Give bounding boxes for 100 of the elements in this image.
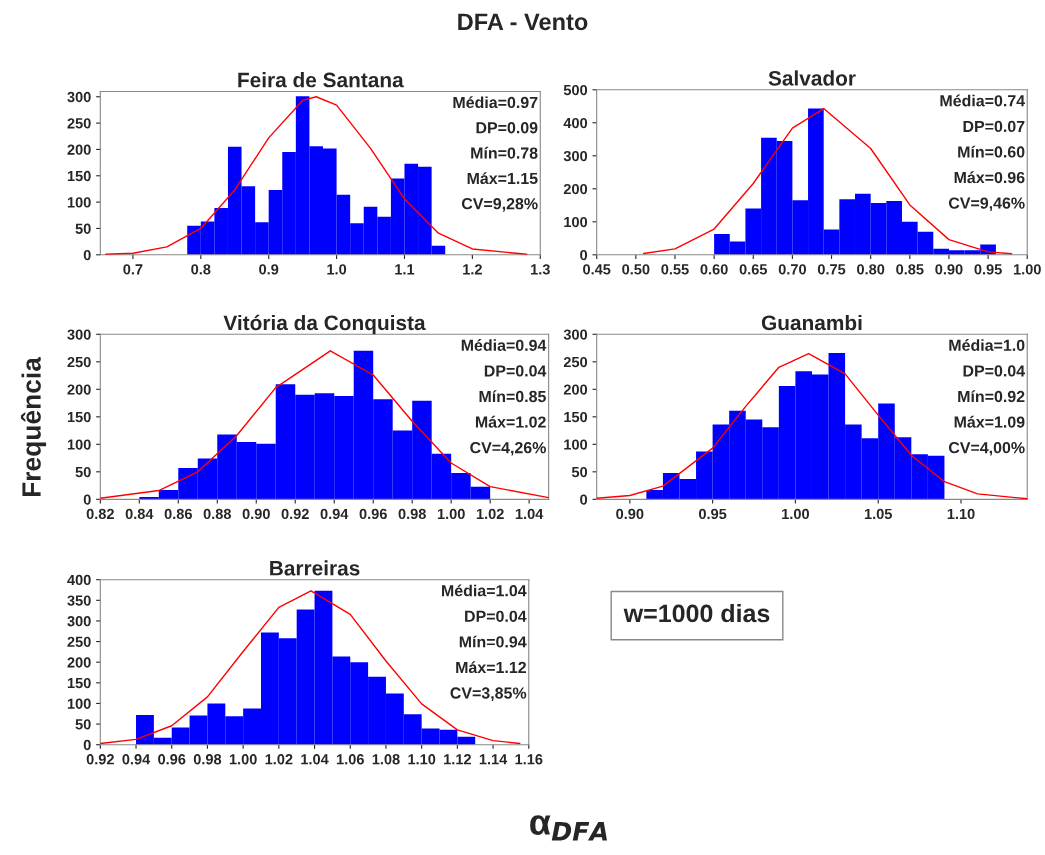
chart-title: Feira de Santana xyxy=(238,72,404,88)
x-tick-label: 1.06 xyxy=(336,754,364,765)
y-tick-label: 100 xyxy=(67,197,91,208)
x-tick-label: 0.96 xyxy=(158,754,186,765)
x-tick-label: 1.10 xyxy=(947,508,975,520)
annotation: Mín=0.92 xyxy=(958,390,1025,403)
y-tick-label: 200 xyxy=(67,657,91,668)
y-tick-label: 0 xyxy=(580,494,588,505)
x-tick-label: 0.95 xyxy=(974,264,1002,275)
annotation: Média=0.94 xyxy=(461,339,547,351)
annotation: Média=0.74 xyxy=(940,94,1025,107)
y-tick-label: 300 xyxy=(67,91,91,103)
x-tick-label: 0.9 xyxy=(259,264,279,275)
x-tick-label: 0.98 xyxy=(398,508,426,520)
chart-title: Salvador xyxy=(768,70,856,86)
y-tick-label: 0 xyxy=(83,494,91,505)
y-tick-label: 500 xyxy=(563,84,588,96)
y-tick-label: 300 xyxy=(67,616,91,627)
x-tick-label: 1.04 xyxy=(301,754,329,765)
y-tick-label: 150 xyxy=(67,170,91,182)
annotation: Máx=1.12 xyxy=(456,661,526,674)
y-tick-label: 300 xyxy=(563,329,588,340)
y-tick-label: 100 xyxy=(67,439,91,450)
y-tick-label: 250 xyxy=(67,118,91,129)
x-tick-label: 0.8 xyxy=(191,264,211,275)
x-tick-label: 1.00 xyxy=(229,754,257,765)
x-tick-label: 1.3 xyxy=(531,264,550,275)
y-tick-label: 50 xyxy=(75,466,91,478)
annotation: Máx=1.09 xyxy=(954,415,1025,428)
x-tick-label: 0.7 xyxy=(123,264,143,275)
chart-title: Vitória da Conquista xyxy=(223,314,426,335)
y-tick-label: 200 xyxy=(563,384,588,395)
y-tick-label: 300 xyxy=(67,329,91,340)
x-tick-label: 0.70 xyxy=(778,264,806,275)
annotation: Média=1.0 xyxy=(949,339,1025,351)
annotation: Média=0.97 xyxy=(453,96,538,109)
x-tick-label: 0.90 xyxy=(242,508,270,520)
y-tick-label: 0 xyxy=(83,739,91,751)
x-tick-label: 0.88 xyxy=(203,508,232,520)
x-tick-label: 0.90 xyxy=(616,508,644,520)
text: w=1000 dias xyxy=(623,603,770,623)
x-tick-label: 0.55 xyxy=(661,264,689,275)
x-tick-label: 0.84 xyxy=(125,508,154,520)
x-tick-label: 1.1 xyxy=(395,264,415,275)
annotation: Mín=0.78 xyxy=(471,146,538,159)
x-tick-label: 0.90 xyxy=(935,264,963,275)
x-tick-label: 0.45 xyxy=(583,264,611,275)
x-tick-label: 0.92 xyxy=(86,754,114,765)
y-tick-label: 100 xyxy=(564,216,588,228)
annotation: DP=0.04 xyxy=(465,610,527,622)
y-tick-label: 250 xyxy=(563,356,588,368)
text: α$_{DFA}$ xyxy=(530,815,607,841)
text: DFA - Vento xyxy=(458,13,588,31)
x-tick-label: 1.16 xyxy=(515,754,543,765)
annotation: Máx=0.96 xyxy=(954,171,1025,184)
x-tick-label: 0.95 xyxy=(699,508,727,520)
annotation: Média=1.04 xyxy=(442,584,527,597)
x-tick-label: 0.98 xyxy=(193,754,222,765)
x-tick-label: 0.85 xyxy=(896,264,924,275)
x-tick-label: 1.12 xyxy=(444,754,471,765)
x-tick-label: 0.96 xyxy=(359,508,387,520)
x-tick-label: 1.00 xyxy=(782,508,809,520)
x-tick-label: 1.0 xyxy=(327,264,347,275)
x-tick-label: 1.10 xyxy=(408,754,436,765)
annotation: DP=0.09 xyxy=(476,122,538,134)
x-tick-label: 1.2 xyxy=(463,264,482,275)
x-tick-label: 0.75 xyxy=(817,264,846,275)
annotation: Mín=0.60 xyxy=(958,145,1025,158)
y-tick-label: 50 xyxy=(75,719,91,730)
annotation: DP=0.04 xyxy=(963,365,1025,377)
x-tick-label: 0.65 xyxy=(739,264,768,275)
y-tick-label: 0 xyxy=(580,249,588,261)
x-tick-label: 0.92 xyxy=(281,508,309,520)
annotation: DP=0.07 xyxy=(963,120,1025,133)
annotation: Mín=0.94 xyxy=(459,635,527,648)
annotation: CV=4,26% xyxy=(470,441,546,456)
y-tick-label: 300 xyxy=(563,150,588,162)
y-tick-label: 250 xyxy=(67,356,91,368)
x-tick-label: 1.05 xyxy=(864,508,892,520)
x-tick-label: 0.94 xyxy=(320,508,349,520)
annotation: Máx=1.15 xyxy=(467,172,538,185)
y-tick-label: 350 xyxy=(67,595,91,606)
x-tick-label: 1.08 xyxy=(372,754,400,765)
x-tick-label: 1.02 xyxy=(265,754,293,765)
x-tick-label: 1.00 xyxy=(437,508,465,520)
x-tick-label: 1.04 xyxy=(515,508,544,520)
y-tick-label: 0 xyxy=(83,249,91,261)
y-tick-label: 200 xyxy=(563,183,588,195)
x-tick-label: 0.82 xyxy=(86,508,114,520)
x-tick-label: 1.00 xyxy=(1013,264,1041,275)
x-tick-label: 1.02 xyxy=(476,508,504,520)
y-tick-label: 400 xyxy=(67,574,91,586)
y-tick-label: 100 xyxy=(67,698,91,709)
annotation: Mín=0.85 xyxy=(479,390,546,403)
annotation: CV=9,28% xyxy=(461,198,538,212)
annotation: DP=0.04 xyxy=(484,365,547,377)
y-tick-label: 100 xyxy=(564,439,588,450)
x-tick-label: 1.14 xyxy=(479,754,508,765)
y-tick-label: 250 xyxy=(67,636,91,647)
annotation: CV=3,85% xyxy=(450,687,527,701)
